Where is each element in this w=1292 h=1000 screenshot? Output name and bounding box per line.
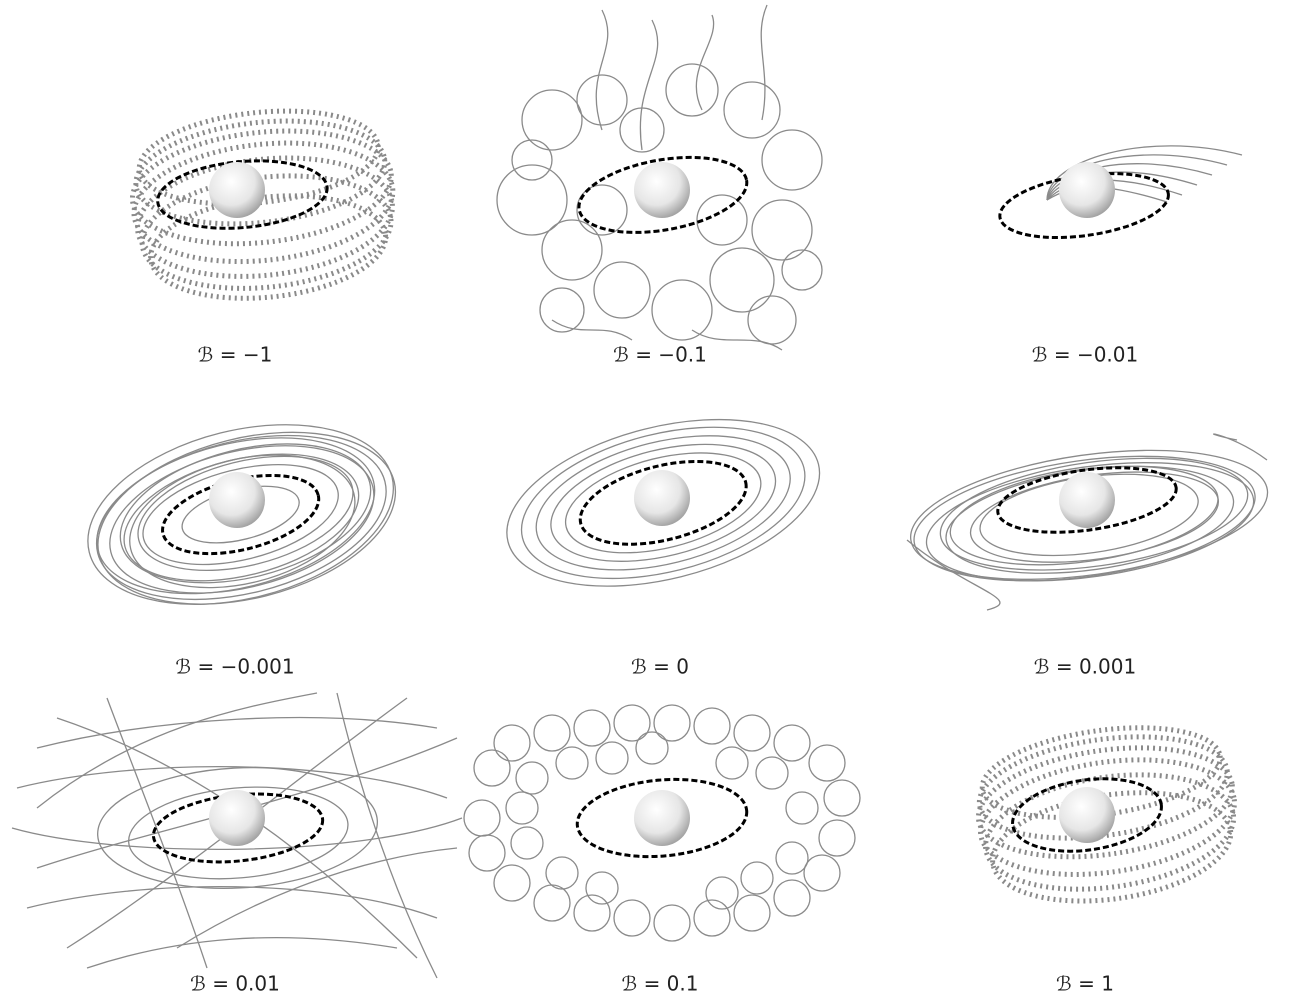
panel [975, 725, 1237, 904]
panel-label: ℬ = −0.1 [613, 343, 707, 367]
panel [463, 704, 861, 942]
panel [998, 145, 1243, 240]
panel [87, 424, 397, 606]
panel-label: ℬ = 0.01 [190, 972, 280, 996]
panel [11, 692, 463, 979]
panel [506, 418, 821, 587]
panel [129, 108, 396, 301]
panel-label: ℬ = 0.001 [1034, 655, 1136, 679]
panel [496, 4, 823, 351]
panel-label: ℬ = 0.1 [621, 972, 698, 996]
panel-label: ℬ = −0.001 [175, 655, 294, 679]
panel-label: ℬ = −0.01 [1032, 343, 1138, 367]
panel [906, 433, 1269, 611]
panel-label: ℬ = −1 [198, 343, 273, 367]
panel-label: ℬ = 1 [1056, 972, 1114, 996]
panel-label: ℬ = 0 [631, 655, 689, 679]
